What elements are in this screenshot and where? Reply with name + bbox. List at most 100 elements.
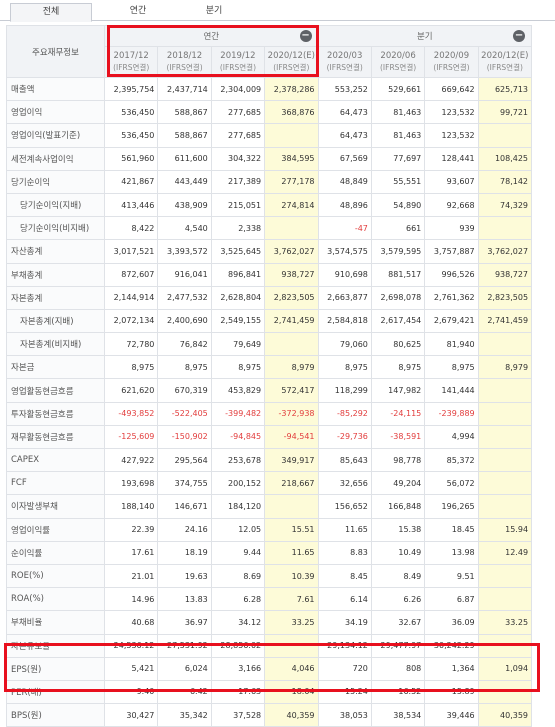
group-annual-header: 연간 − xyxy=(104,25,319,47)
table-cell: 374,755 xyxy=(157,471,212,496)
table-cell: 2,378,286 xyxy=(264,76,319,102)
table-row: 매출액 2,395,754 2,437,714 2,304,009 2,378,286 5… xyxy=(6,76,533,102)
table-cell: -493,852 xyxy=(103,401,159,426)
table-cell: -94,845 xyxy=(210,424,266,450)
table-cell: 78,142 xyxy=(477,169,533,194)
group-annual-label: 연간 xyxy=(203,32,220,42)
row-label: 자산총계 xyxy=(6,239,105,264)
table-cell: 79,060 xyxy=(317,332,372,357)
table-cell: 18.19 xyxy=(157,540,212,565)
table-cell: 3,393,572 xyxy=(157,239,212,264)
table-cell: 669,642 xyxy=(424,76,479,102)
table-cell: 453,829 xyxy=(210,378,266,403)
table-cell xyxy=(477,216,533,241)
table-cell: 218,667 xyxy=(264,471,319,496)
row-label: 매출액 xyxy=(6,76,105,102)
table-cell: -372,938 xyxy=(264,401,319,426)
table-row: 영업이익률 22.39 24.16 12.05 15.51 11.65 15.38 18.45… xyxy=(6,517,533,542)
table-cell: 28,856.02 xyxy=(210,633,266,658)
table-cell: 193,698 xyxy=(103,471,159,496)
row-label: CAPEX xyxy=(6,447,105,473)
table-cell: 3,017,521 xyxy=(103,239,159,264)
row-label: 자본총계(지배) xyxy=(6,308,105,334)
period-basis: (IFRS연결) xyxy=(380,63,417,72)
row-label: 부채총계 xyxy=(6,262,105,287)
table-cell: -38,591 xyxy=(370,424,426,450)
table-cell: 4,994 xyxy=(424,424,479,450)
table-cell: 427,922 xyxy=(103,447,159,473)
table-row: 부채총계 872,607 916,041 896,841 938,727 910,698 8… xyxy=(6,262,533,287)
tab-annual[interactable]: 연간 xyxy=(129,6,147,16)
table-cell: 304,322 xyxy=(210,146,266,171)
row-label: PER(배) xyxy=(6,679,105,705)
table-cell xyxy=(477,587,533,612)
table-cell: 421,867 xyxy=(103,169,159,194)
table-cell: 2,679,421 xyxy=(424,308,479,334)
table-row: 자본유보율 24,536.12 27,531.92 28,856.02 29,134.1… xyxy=(6,633,533,658)
table-cell: 12.49 xyxy=(477,540,533,565)
table-cell: 611,600 xyxy=(157,146,212,171)
table-cell: 81,940 xyxy=(424,332,479,357)
tab-all[interactable]: 전체 xyxy=(10,3,92,22)
table-cell: 4,046 xyxy=(264,656,319,681)
table-cell: 625,713 xyxy=(477,76,533,102)
table-cell: 7.61 xyxy=(264,587,319,612)
table-cell: 15.24 xyxy=(317,679,372,705)
table-cell: 147,982 xyxy=(370,378,426,403)
table-cell: 32.67 xyxy=(370,610,426,635)
table-cell: 11.65 xyxy=(317,517,372,542)
table-cell: 30,242.29 xyxy=(424,633,479,658)
table-cell: 8,975 xyxy=(424,355,479,380)
table-cell: 40,359 xyxy=(264,703,319,727)
table-cell: 277,178 xyxy=(264,169,319,194)
period-basis: (IFRS연결) xyxy=(433,63,470,72)
table-cell: 939 xyxy=(424,216,479,241)
table-cell xyxy=(477,447,533,473)
table-row: ROA(%) 14.96 13.83 6.28 7.61 6.14 6.26 6.87 xyxy=(6,587,533,612)
table-cell: 2,437,714 xyxy=(157,76,212,102)
tab-quarterly[interactable]: 분기 xyxy=(205,6,223,16)
table-cell xyxy=(477,332,533,357)
table-cell: 21.01 xyxy=(103,563,159,589)
table-cell: 5,421 xyxy=(103,656,159,681)
table-cell: 8,975 xyxy=(317,355,372,380)
row-label: 세전계속사업이익 xyxy=(6,146,105,171)
period-basis: (IFRS연결) xyxy=(166,63,203,72)
period-basis: (IFRS연결) xyxy=(273,63,310,72)
table-cell: 384,595 xyxy=(264,146,319,171)
row-label: 영업이익 xyxy=(6,100,105,125)
table-cell: 561,960 xyxy=(103,146,159,171)
table-cell: 24,536.12 xyxy=(103,633,159,658)
collapse-quarterly-icon[interactable]: − xyxy=(513,30,526,42)
table-row: 당기순이익(지배) 413,446 438,909 215,051 274,814 48,… xyxy=(6,192,533,218)
table-cell: 368,876 xyxy=(264,100,319,125)
table-cell: 77,697 xyxy=(370,146,426,171)
table-cell: 2,144,914 xyxy=(103,285,159,310)
financial-table-container: 주요재무정보 연간 − 분기 − 2017/12 (IFRS연결) 2018/12 (… xyxy=(6,25,533,727)
table-cell: 2,395,754 xyxy=(103,76,159,102)
table-cell: 11.65 xyxy=(264,540,319,565)
table-cell: -239,889 xyxy=(424,401,479,426)
period-label: 2017/12 xyxy=(113,51,149,61)
table-cell: 295,564 xyxy=(157,447,212,473)
table-cell: 670,319 xyxy=(157,378,212,403)
table-cell: 29,477.97 xyxy=(370,633,426,658)
table-cell: 588,867 xyxy=(157,100,212,125)
table-cell: 8,979 xyxy=(477,355,533,380)
table-cell: 13.83 xyxy=(157,587,212,612)
table-cell: 19.63 xyxy=(157,563,212,589)
row-label: ROA(%) xyxy=(6,587,105,612)
table-cell: 6.26 xyxy=(370,587,426,612)
table-cell: 17.61 xyxy=(103,540,159,565)
table-cell: -522,405 xyxy=(157,401,212,426)
table-cell: 85,372 xyxy=(424,447,479,473)
table-cell: 184,120 xyxy=(210,494,266,519)
table-cell: 2,617,454 xyxy=(370,308,426,334)
table-cell: 2,761,362 xyxy=(424,285,479,310)
table-cell: 6.42 xyxy=(157,679,212,705)
table-cell xyxy=(264,494,319,519)
collapse-annual-icon[interactable]: − xyxy=(299,30,312,42)
row-label: 영업활동현금흐름 xyxy=(6,378,105,403)
table-row: 순이익률 17.61 18.19 9.44 11.65 8.83 10.49 13.98 12.… xyxy=(6,540,533,565)
table-cell: 8,975 xyxy=(103,355,159,380)
